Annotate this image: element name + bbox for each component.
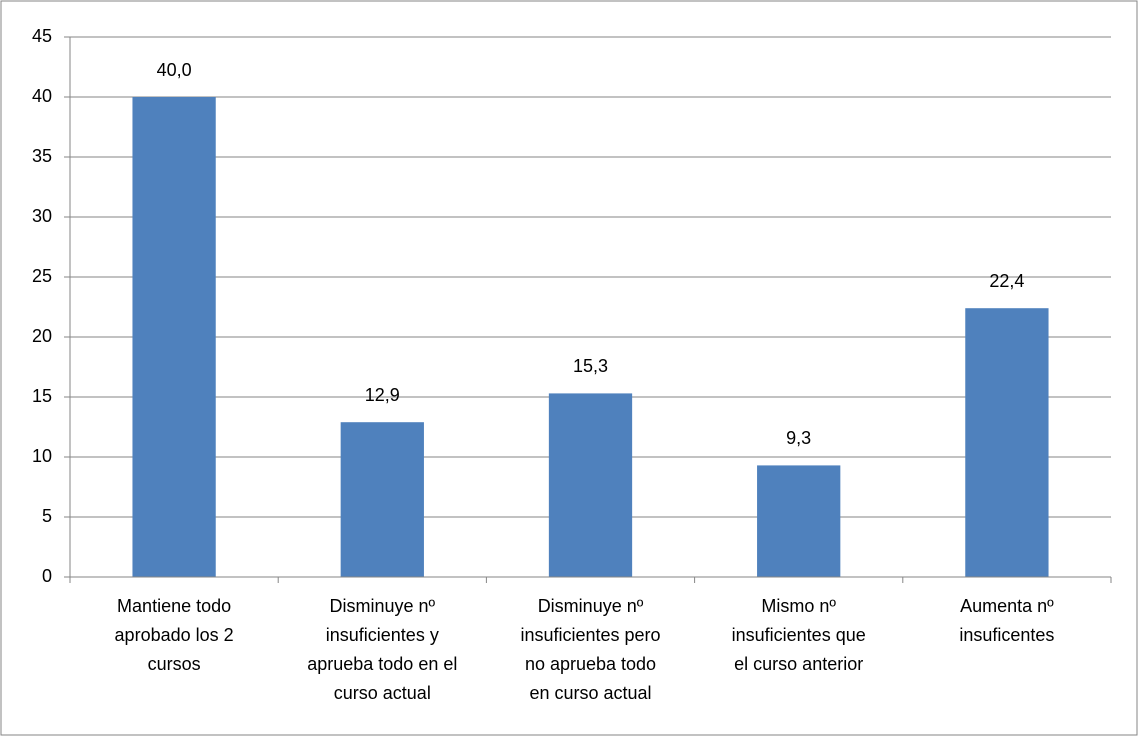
bar [340,422,424,577]
x-tick-label-line: insuficientes que [732,625,866,645]
y-tick-label: 15 [32,386,52,406]
x-tick-label: Mismo nº insuficientes que el curso anteri… [732,596,866,674]
x-tick-label: Aumenta nº insuficentes [959,596,1054,645]
x-tick-label-line: Disminuye nº [538,596,644,616]
x-tick-label-line: aprobado los 2 [115,625,234,645]
x-tick-label-line: Aumenta nº [960,596,1054,616]
y-tick-label: 25 [32,266,52,286]
value-label: 9,3 [786,428,811,448]
x-tick-label-line: el curso anterior [734,654,863,674]
x-tick-label-line: aprueba todo en el [307,654,457,674]
bar [548,393,633,577]
x-tick-label-line: en curso actual [529,683,651,703]
x-tick-label-line: curso actual [334,683,431,703]
x-tick-label-line: Mantiene todo [117,596,231,616]
bar [132,97,216,577]
y-tick-label: 5 [42,506,52,526]
value-label: 40,0 [157,60,192,80]
x-tick-label-line: insuficentes [959,625,1054,645]
bar [757,465,841,577]
x-tick-label: Disminuye nº insuficientes y aprueba todo … [307,596,457,703]
y-tick-label: 10 [32,446,52,466]
bar [965,308,1049,577]
y-tick-label: 20 [32,326,52,346]
x-tick-label-line: Mismo nº [761,596,836,616]
y-tick-label: 0 [42,566,52,586]
x-tick-label-line: insuficientes pero [520,625,660,645]
y-tick-label: 40 [32,86,52,106]
value-label: 22,4 [989,271,1024,291]
y-tick-label: 30 [32,206,52,226]
y-tick-label: 35 [32,146,52,166]
x-tick-label: Mantiene todo aprobado los 2 cursos [115,596,234,674]
y-tick-label: 45 [32,26,52,46]
value-label: 12,9 [365,385,400,405]
x-tick-label-line: cursos [148,654,201,674]
value-label: 15,3 [573,356,608,376]
x-tick-label-line: insuficientes y [326,625,439,645]
x-tick-label-line: Disminuye nº [329,596,435,616]
x-tick-label-line: no aprueba todo [525,654,656,674]
x-tick-label: Disminuye nº insuficientes pero no aprueba… [520,596,660,703]
